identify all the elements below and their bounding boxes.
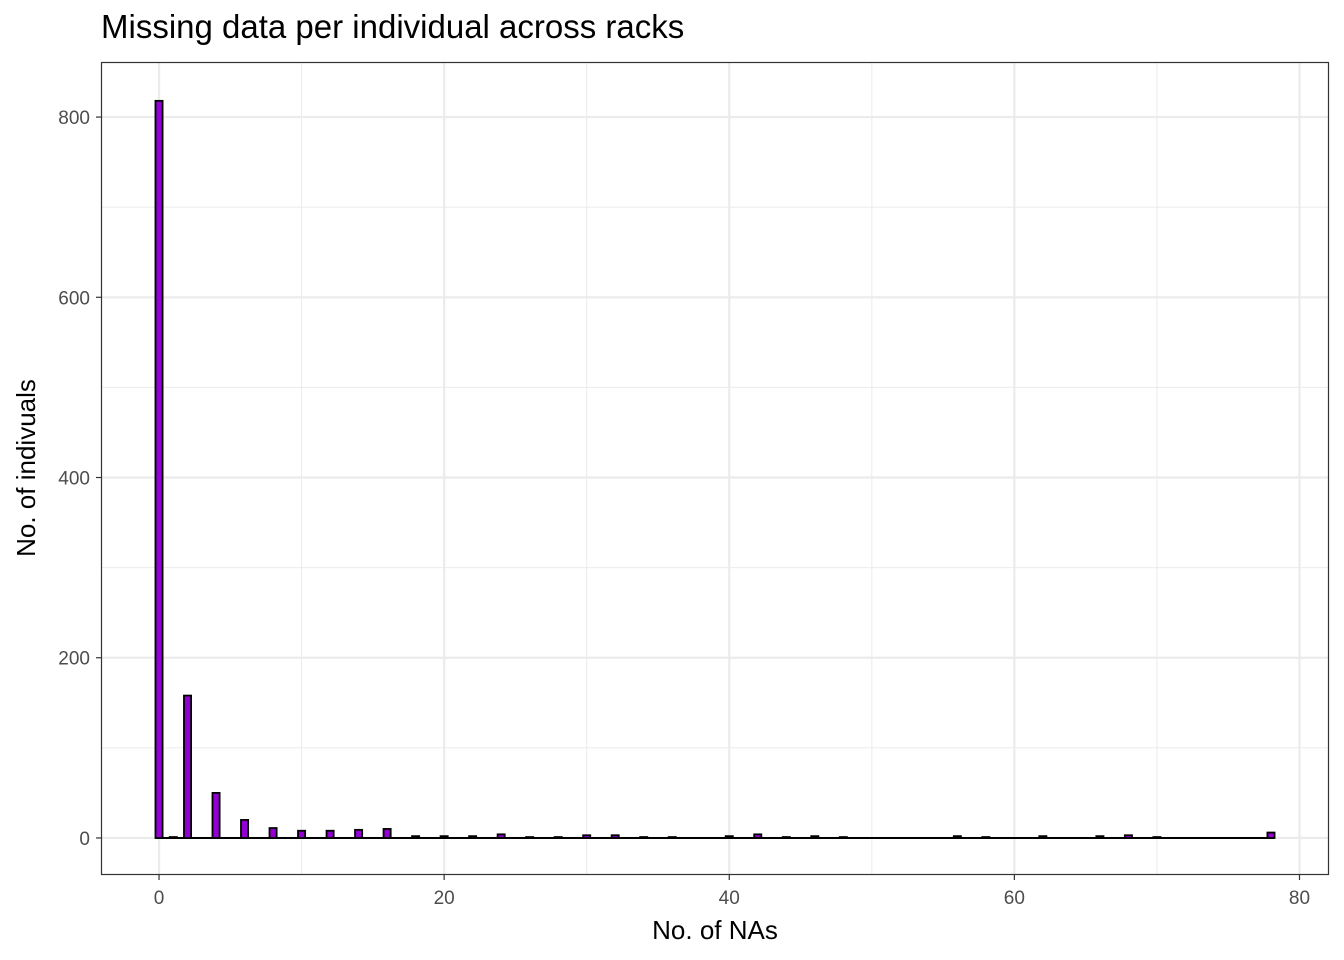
histogram-bar [1123,834,1133,839]
histogram-bar [411,835,421,839]
histogram-bar [211,792,221,839]
histogram-bar [610,834,620,839]
y-tick-label: 800 [58,108,90,129]
histogram-bar [981,836,991,839]
y-axis-title: No. of indivuals [11,379,41,557]
histogram-bar [1266,831,1276,839]
histogram-bar [753,833,763,839]
x-tick-label: 60 [1004,888,1025,909]
y-axis: 0 200 400 600 800 [58,108,102,850]
histogram-bar [382,828,392,839]
histogram-bar [496,833,506,839]
histogram-bars [154,99,1276,839]
histogram-bar [781,836,791,839]
histogram-bar [952,835,962,839]
x-axis-title: No. of NAs [652,915,778,945]
histogram-bar [1152,836,1162,839]
histogram-bar [168,836,178,839]
histogram-bar [1095,835,1105,839]
histogram-bar [297,829,307,839]
histogram-bar [525,836,535,839]
x-tick-label: 20 [434,888,455,909]
histogram-bar [154,99,164,839]
histogram-bar [724,835,734,839]
histogram-bar [810,835,820,839]
histogram-bar [240,819,250,839]
y-tick-label: 600 [58,288,90,309]
histogram-bar [439,835,449,839]
y-tick-label: 400 [58,469,90,490]
histogram-bar [1038,835,1048,839]
y-tick-label: 0 [79,829,90,850]
x-axis: 0 20 40 60 80 [154,874,1310,909]
chart-title: Missing data per individual across racks [101,8,685,45]
histogram-bar [268,827,278,839]
panel-border [100,61,1330,876]
histogram-bar [582,834,592,839]
histogram-bar [553,836,563,839]
histogram-bar [667,836,677,839]
y-tick-label: 200 [58,649,90,670]
histogram-bar [838,836,848,839]
x-tick-label: 0 [154,888,165,909]
histogram-bar [325,829,335,839]
x-tick-label: 80 [1289,888,1310,909]
histogram-bar [468,835,478,839]
x-tick-label: 40 [719,888,740,909]
histogram-bar [639,836,649,839]
grid-lines [102,63,1328,874]
histogram-bar [354,828,364,839]
histogram-bar [183,694,192,839]
